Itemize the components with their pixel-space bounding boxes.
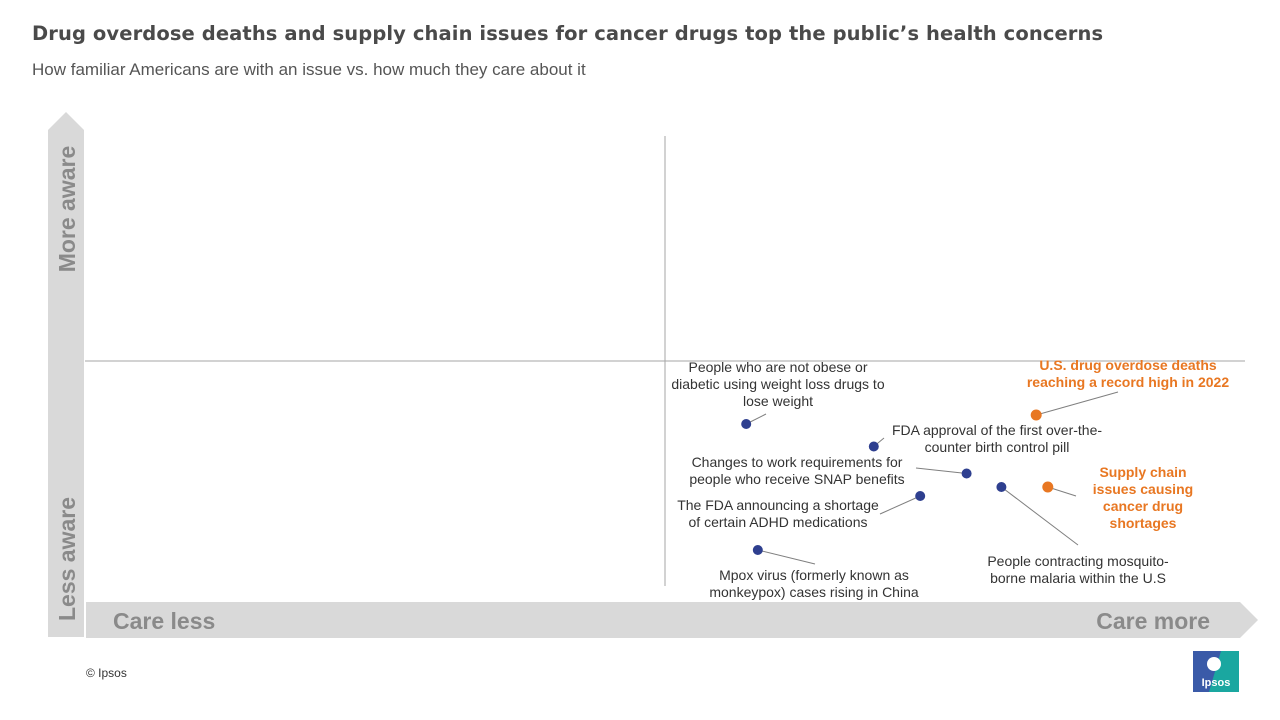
point-label: U.S. drug overdose deaths reaching a reco… xyxy=(1027,357,1230,390)
point-label: Supply chain issues causing cancer drug sho… xyxy=(1093,464,1193,531)
point-label: People who are not obese or diabetic usin… xyxy=(671,359,884,409)
leader-line xyxy=(1001,486,1079,546)
chart-title: Drug overdose deaths and supply chain is… xyxy=(32,22,1104,45)
x-axis-arrow xyxy=(86,602,1258,638)
data-point xyxy=(868,441,879,452)
y-axis-low-label: Less aware xyxy=(54,497,80,621)
highlight-point xyxy=(1042,481,1054,493)
leader-line xyxy=(915,467,967,474)
x-axis-high-label: Care more xyxy=(1096,608,1210,634)
copyright-text: © Ipsos xyxy=(86,666,127,680)
y-axis-arrow xyxy=(48,112,84,637)
leader-line xyxy=(879,495,921,515)
logo-text: Ipsos xyxy=(1201,677,1231,689)
data-point xyxy=(915,491,926,501)
data-point xyxy=(741,419,752,429)
data-point xyxy=(996,482,1007,492)
ipsos-logo: Ipsos xyxy=(1193,651,1239,692)
point-label: FDA approval of the first over-the-count… xyxy=(892,422,1102,455)
data-point xyxy=(752,545,763,555)
point-label: Changes to work requirements for people w… xyxy=(689,454,904,487)
logo-mark-icon xyxy=(1207,657,1221,671)
point-label: People contracting mosquito-borne malari… xyxy=(987,553,1169,586)
point-label: Mpox virus (formerly known as monkeypox) … xyxy=(709,567,919,600)
x-axis-low-label: Care less xyxy=(113,608,215,634)
y-axis-high-label: More aware xyxy=(54,146,80,273)
leader-line xyxy=(757,549,816,565)
data-point xyxy=(961,468,972,479)
point-label: The FDA announcing a shortage of certain … xyxy=(677,497,879,530)
leader-line xyxy=(1036,391,1119,416)
highlight-point xyxy=(1030,409,1042,421)
chart-subtitle: How familiar Americans are with an issue… xyxy=(32,60,586,79)
